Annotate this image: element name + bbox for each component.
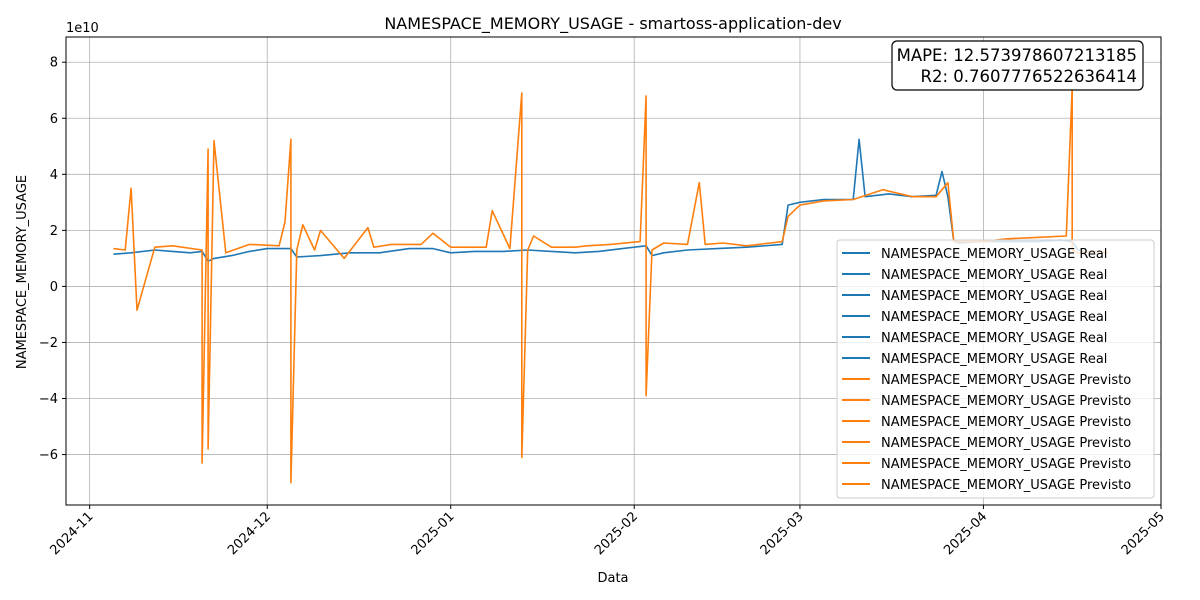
r2-text: R2: 0.7607776522636414 — [921, 67, 1137, 86]
x-axis-label: Data — [597, 571, 628, 586]
legend: NAMESPACE_MEMORY_USAGE Real NAMESPACE_MEM… — [836, 239, 1155, 499]
y-tick-label: 4 — [50, 168, 58, 183]
legend-entry: NAMESPACE_MEMORY_USAGE Real — [881, 247, 1107, 262]
y-tick-label: 0 — [50, 280, 58, 295]
legend-entry: NAMESPACE_MEMORY_USAGE Real — [881, 352, 1107, 367]
y-axis: −6 −4 −2 0 2 4 6 8 — [39, 56, 66, 463]
legend-entry: NAMESPACE_MEMORY_USAGE Previsto — [881, 415, 1131, 430]
y-tick-label: 6 — [50, 112, 58, 127]
metrics-box — [891, 40, 1144, 91]
legend-entry: NAMESPACE_MEMORY_USAGE Real — [881, 289, 1107, 304]
legend-entry: NAMESPACE_MEMORY_USAGE Previsto — [881, 436, 1131, 451]
y-tick-label: 2 — [50, 224, 58, 239]
mape-text: MAPE: 12.573978607213185 — [897, 46, 1137, 65]
y-tick-label: −6 — [39, 448, 58, 463]
legend-entry: NAMESPACE_MEMORY_USAGE Previsto — [881, 394, 1131, 409]
y-tick-label: −4 — [39, 392, 58, 407]
metrics-annotation: MAPE: 12.573978607213185 R2: 0.760777652… — [891, 40, 1144, 91]
legend-entry: NAMESPACE_MEMORY_USAGE Real — [881, 331, 1107, 346]
legend-entry: NAMESPACE_MEMORY_USAGE Previsto — [881, 478, 1131, 493]
legend-items: NAMESPACE_MEMORY_USAGE Real NAMESPACE_MEM… — [842, 247, 1131, 493]
legend-entry: NAMESPACE_MEMORY_USAGE Previsto — [881, 373, 1131, 388]
legend-entry: NAMESPACE_MEMORY_USAGE Real — [881, 310, 1107, 325]
plot-frame — [65, 36, 1162, 506]
legend-box — [836, 239, 1155, 499]
legend-entry: NAMESPACE_MEMORY_USAGE Previsto — [881, 457, 1131, 472]
y-scale-label: 1e10 — [66, 21, 99, 36]
series-line-previsto — [113, 86, 1108, 484]
chart-title: NAMESPACE_MEMORY_USAGE - smartoss-applic… — [384, 14, 841, 34]
legend-entry: NAMESPACE_MEMORY_USAGE Real — [881, 268, 1107, 283]
y-axis-label: NAMESPACE_MEMORY_USAGE — [15, 175, 30, 369]
y-tick-label: −2 — [39, 336, 58, 351]
y-tick-label: 8 — [50, 56, 58, 71]
